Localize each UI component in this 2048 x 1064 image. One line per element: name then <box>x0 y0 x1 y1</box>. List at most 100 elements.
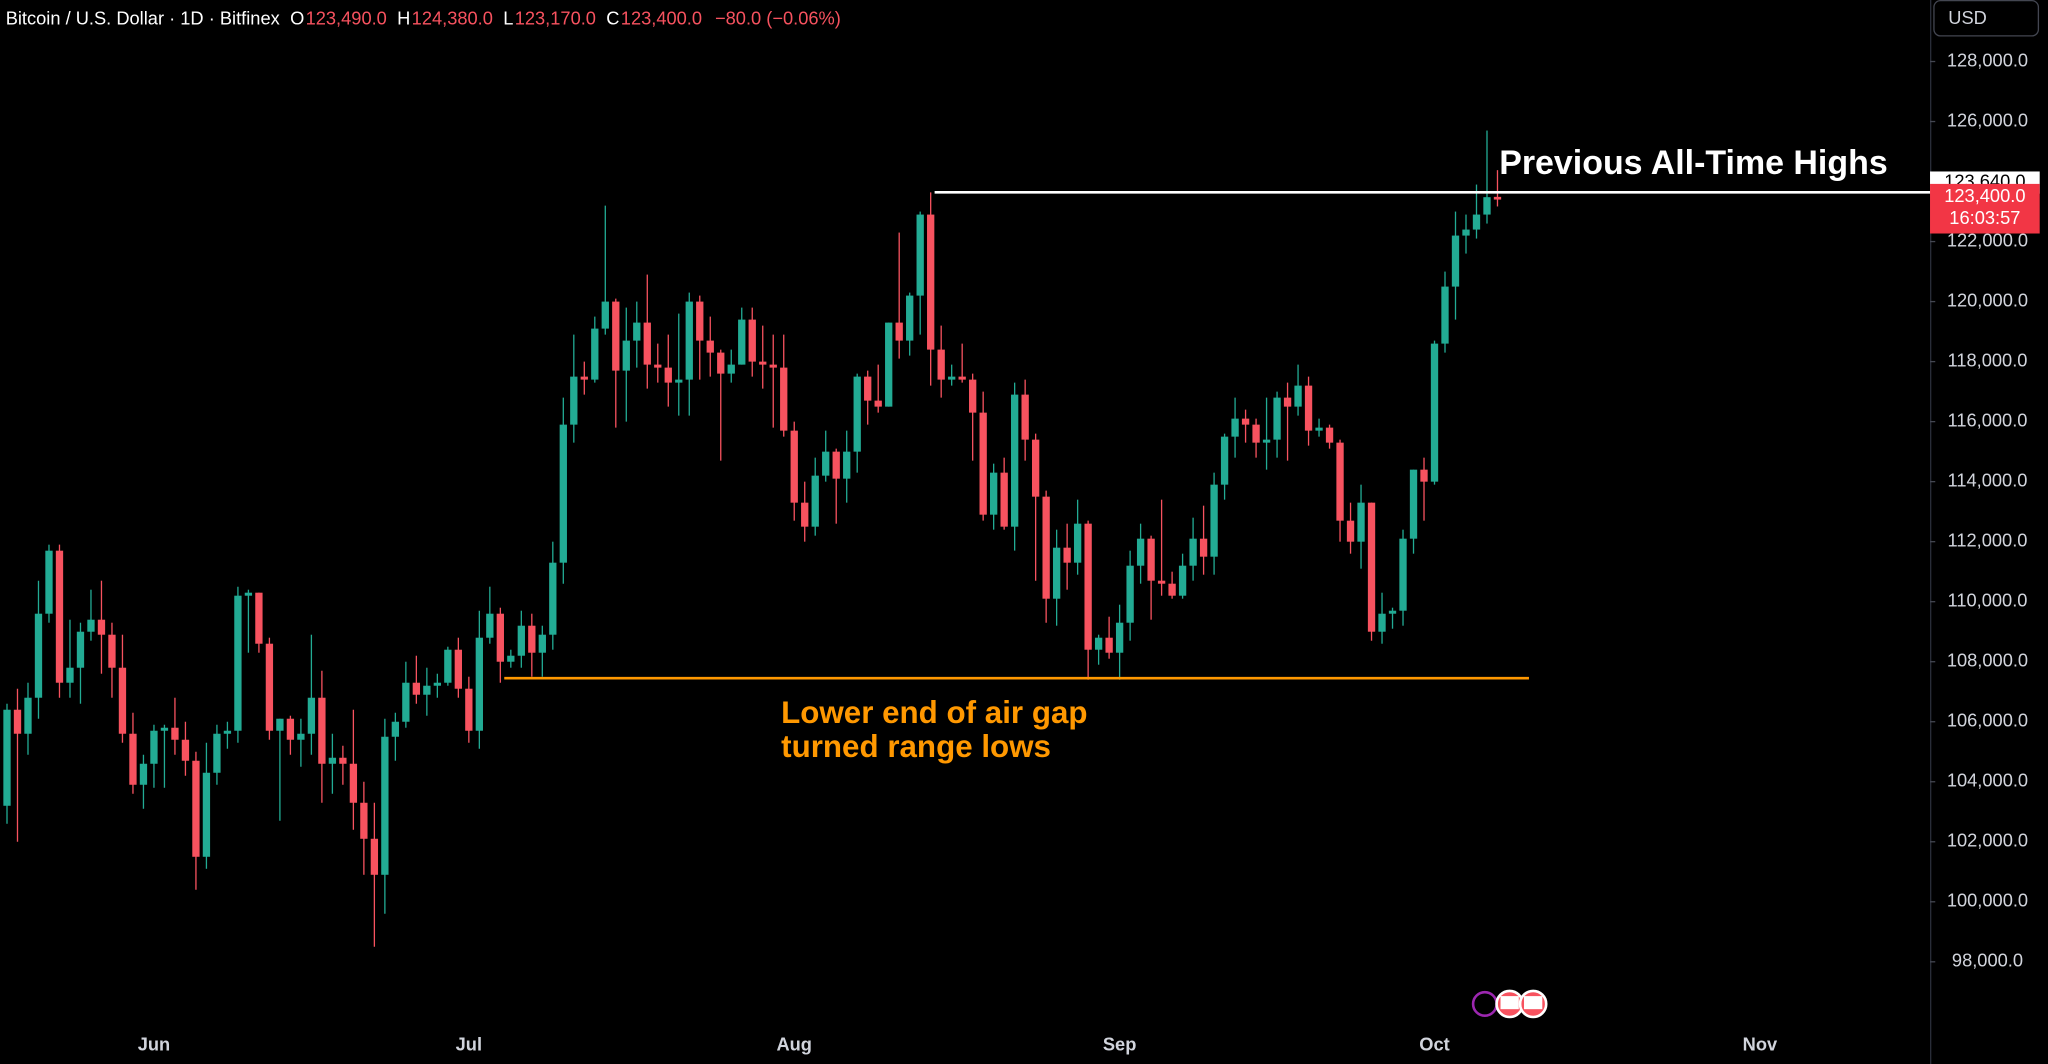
candle-body <box>580 376 588 380</box>
candle-body <box>780 367 788 431</box>
candle-body <box>864 376 872 401</box>
candle-body <box>360 802 368 839</box>
y-tick-label: 128,000.0 <box>1947 49 2028 70</box>
candle-body <box>1042 496 1050 599</box>
candle-body <box>97 619 106 635</box>
candle-body <box>87 619 95 632</box>
candle-body <box>1283 397 1292 407</box>
candle-body <box>1021 394 1029 440</box>
candle-body <box>1199 538 1208 557</box>
candle-body <box>150 730 158 764</box>
candle-body <box>1189 538 1197 566</box>
currency-button-frame[interactable] <box>1933 0 2040 37</box>
candle-body <box>790 430 798 503</box>
candle-body <box>444 649 452 683</box>
candle-body <box>654 364 662 368</box>
countdown: 16:03:57 <box>1949 207 2020 228</box>
candle-body <box>1252 424 1260 443</box>
candle-body <box>318 697 326 764</box>
candle-body <box>433 682 442 686</box>
candle-body <box>328 757 337 764</box>
candle-body <box>118 667 127 734</box>
candle-body <box>45 550 53 614</box>
candle-body <box>496 613 504 662</box>
plot <box>3 130 1502 947</box>
candle-body <box>297 733 305 740</box>
candle-body <box>412 682 421 695</box>
candle-body <box>1105 637 1113 653</box>
candle-body <box>664 367 672 383</box>
event-icon <box>1471 990 1498 1018</box>
candle-body <box>895 322 903 341</box>
candle-body <box>1084 523 1092 650</box>
currency-button[interactable]: USD <box>1933 0 2040 37</box>
ohlc-value: 123,400.0 <box>621 7 702 28</box>
candle-body <box>874 400 882 407</box>
candle-body <box>843 451 851 479</box>
candle-body <box>349 763 358 803</box>
candle-body <box>1094 637 1103 650</box>
overlay: 98,000.0 100,000.0 102,000.0 104,000.0 106,0… <box>138 49 2040 1055</box>
candle-body <box>1483 197 1491 215</box>
candle-body <box>591 328 599 380</box>
candle-body <box>1399 538 1407 611</box>
candle-body <box>192 760 200 857</box>
candle-body <box>402 682 410 722</box>
candle-body <box>1000 472 1008 527</box>
candle-body <box>1493 196 1502 200</box>
y-tick-label: 100,000.0 <box>1947 890 2028 911</box>
y-tick-label: 116,000.0 <box>1948 409 2028 430</box>
flag <box>1524 996 1543 1010</box>
candle-body <box>948 376 956 380</box>
candle-body <box>969 379 977 413</box>
candle-body <box>801 502 809 527</box>
candle-body <box>1031 439 1040 497</box>
candle-body <box>1430 343 1439 482</box>
x-tick-label: Jul <box>456 1034 482 1055</box>
candle-body <box>822 451 830 476</box>
candle-body <box>507 655 515 662</box>
candle-body <box>601 301 609 329</box>
candle-body <box>1262 439 1271 443</box>
candle-body <box>66 667 74 683</box>
candle-body <box>906 295 914 341</box>
candle-body <box>1336 442 1344 521</box>
candle-body <box>1115 622 1124 653</box>
change: −80.0 (−0.06%) <box>715 7 841 28</box>
last-price-label: 123,400.0 <box>1944 185 2025 206</box>
y-tick-label: 114,000.0 <box>1948 469 2028 490</box>
x-tick-label: Sep <box>1103 1034 1137 1055</box>
candle-body <box>937 349 945 380</box>
y-tick-label: 108,000.0 <box>1947 650 2028 671</box>
candle-body <box>696 301 704 341</box>
x-tick-label: Oct <box>1419 1034 1449 1055</box>
candle-body <box>223 730 232 734</box>
candle-body <box>160 727 169 731</box>
candle-body <box>1231 418 1239 437</box>
ohlc-key: O <box>290 7 304 28</box>
candle-body <box>1168 583 1176 596</box>
candle-body <box>1472 214 1481 230</box>
flag <box>1500 996 1519 1010</box>
candle-body <box>286 718 295 740</box>
candle-body <box>1063 547 1071 563</box>
annotation: turned range lows <box>781 729 1051 764</box>
y-tick-label: 120,000.0 <box>1947 289 2028 310</box>
ohlc-key: L <box>503 7 513 28</box>
candle-body <box>1325 427 1334 443</box>
candle-body <box>622 340 630 371</box>
candle-body <box>1462 229 1470 236</box>
candle-body <box>958 376 966 380</box>
candle-body <box>1357 502 1365 542</box>
candle-body <box>423 685 431 695</box>
candle-body <box>811 475 819 527</box>
candle-body <box>454 649 462 689</box>
candle-body <box>1147 538 1155 581</box>
currency-label[interactable]: USD <box>1948 7 1987 28</box>
candle-body <box>255 592 263 644</box>
candle-body <box>202 772 211 857</box>
candle-body <box>213 733 221 773</box>
